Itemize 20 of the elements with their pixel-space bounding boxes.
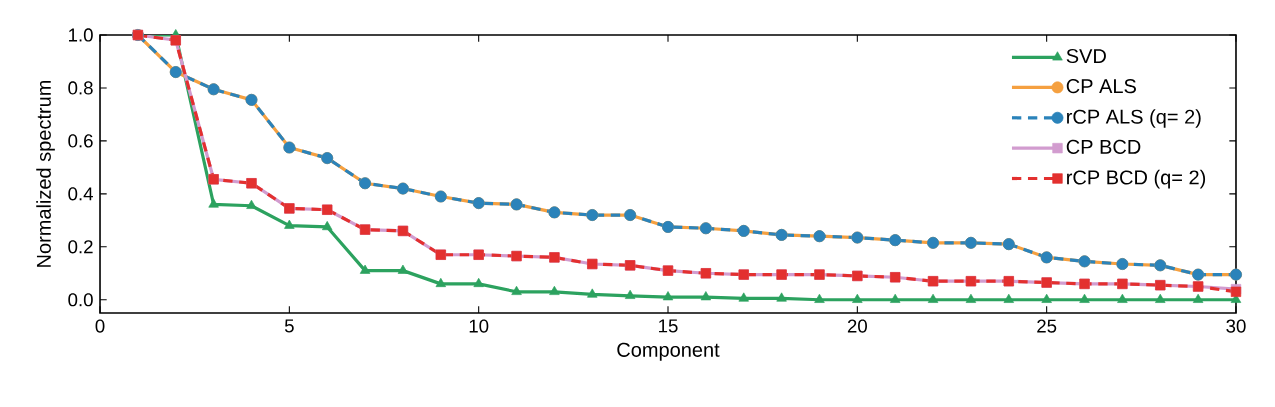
y-tick-label: 0.0 [68, 293, 93, 307]
x-tick-label: 5 [284, 319, 294, 333]
legend-label: SVD [1066, 48, 1106, 64]
y-axis-title: Normalized spectrum [36, 80, 55, 267]
legend-label: CP ALS [1066, 79, 1136, 94]
x-tick-label: 20 [847, 319, 867, 333]
x-tick-label: 0 [95, 319, 105, 333]
legend-label: rCP BCD (q= 2) [1067, 169, 1206, 189]
y-tick-label: 0.4 [68, 187, 93, 201]
y-tick-label: 0.6 [68, 134, 93, 148]
x-axis-title: Component [617, 342, 720, 361]
legend-label: CP BCD [1066, 139, 1141, 154]
x-tick-label: 15 [659, 319, 678, 333]
y-tick-label: 0.8 [68, 81, 93, 95]
x-tick-label: 30 [1226, 319, 1246, 333]
legend-label: rCP ALS (q= 2) [1067, 109, 1201, 128]
x-tick-label: 10 [469, 319, 489, 333]
y-tick-label: 1.0 [69, 28, 93, 42]
x-tick-label: 25 [1037, 319, 1057, 333]
y-tick-label: 0.2 [68, 240, 93, 254]
